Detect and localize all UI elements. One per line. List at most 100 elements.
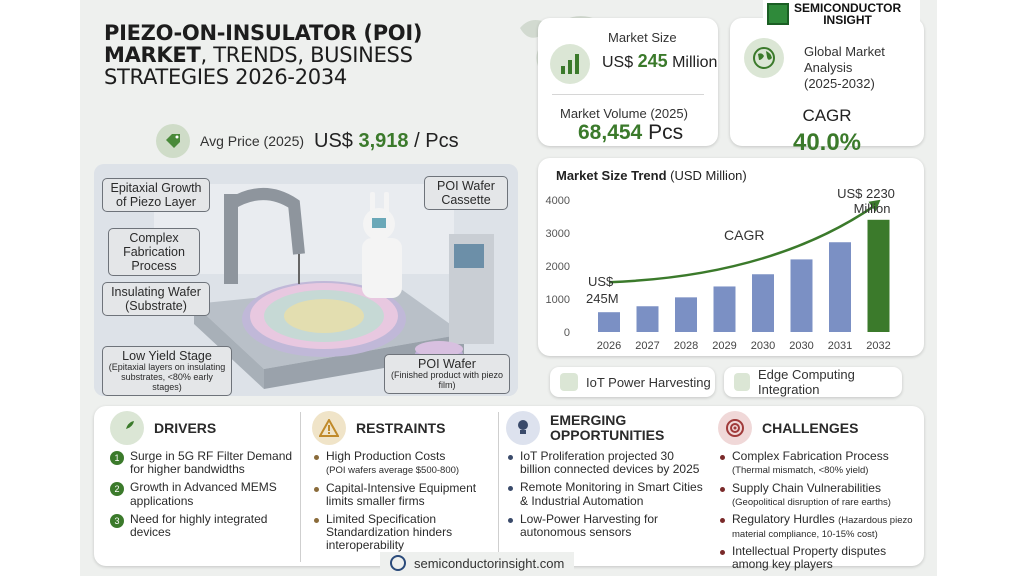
title-line-3: STRATEGIES 2026-2034	[104, 65, 347, 90]
x-tick-label: 2028	[674, 340, 698, 352]
chart-bar	[867, 219, 890, 332]
pill-edge: Edge Computing Integration	[724, 367, 902, 397]
label-epitaxial-line-2: of Piezo Layer	[116, 195, 196, 209]
market-size-suffix: Million	[672, 54, 718, 71]
driver-item: Surge in 5G RF Filter Demand for higher …	[110, 449, 295, 476]
restraints-column: RESTRAINTS High Production Costs (POI waf…	[312, 406, 492, 566]
challenge-item-1: Complex Fabrication Process	[732, 449, 889, 463]
global-line-3: (2025-2032)	[804, 75, 875, 91]
label-wafer-line-2: (Finished product with piezo film)	[390, 370, 504, 390]
x-tick-label: 2031	[828, 340, 852, 352]
challenge-item-2-note: (Geopolitical disruption of rare earths)	[732, 496, 891, 508]
title-line-1: PIEZO-ON-INSULATOR (POI)	[104, 21, 423, 45]
label-cassette-line-2: Cassette	[441, 193, 491, 207]
trend-title-unit: (USD Million)	[670, 168, 747, 183]
trend-title: Market Size Trend (USD Million)	[556, 168, 747, 183]
logo-line-1: SEMICONDUCTOR	[794, 1, 902, 15]
chart-bar	[752, 274, 774, 332]
label-insulating-line-2: (Substrate)	[125, 299, 187, 313]
avg-price-value: US$ 3,918 / Pcs	[314, 130, 459, 153]
driver-item: Growth in Advanced MEMS applications	[110, 481, 295, 507]
chip-logo-icon	[767, 3, 789, 25]
restraint-item: High Production Costs (POI wafers average…	[312, 449, 492, 477]
y-tick-label: 2000	[546, 261, 570, 273]
chip-icon	[734, 373, 751, 391]
opportunity-item: IoT Proliferation projected 30 billion c…	[506, 449, 706, 476]
label-cassette: POI Wafer Cassette	[424, 176, 508, 210]
opportunities-title-1: EMERGING	[550, 411, 627, 428]
pill-iot-label: IoT Power Harvesting	[586, 374, 711, 390]
brand-logo: SEMICONDUCTOR INSIGHT	[763, 0, 920, 28]
avg-price-number: 3,918	[358, 129, 409, 152]
title-market-word: MARKET	[104, 43, 201, 68]
end-value-label: US$ 2230	[837, 186, 895, 201]
chart-bar	[598, 312, 620, 332]
title-line-2: MARKET, TRENDS, BUSINESS	[104, 44, 434, 66]
price-tag-icon	[156, 124, 190, 158]
pill-edge-label: Edge Computing Integration	[758, 367, 855, 397]
restraint-item-1: High Production Costs	[326, 449, 446, 463]
label-complex-line-3: Process	[131, 259, 177, 273]
challenge-item-1-note: (Thermal mismatch, <80% yield)	[732, 465, 869, 477]
challenges-title: CHALLENGES	[762, 420, 859, 436]
market-size-chart: 0 1000 2000 3000 4000 2026 2027 2028 2029 2030 203…	[546, 186, 895, 352]
globe-icon	[744, 38, 784, 78]
footer-url[interactable]: semiconductorinsight.com	[414, 555, 565, 571]
restraint-item-1-note: (POI wafers average $500-800)	[326, 465, 460, 477]
bar-chart-icon	[550, 44, 590, 84]
label-insulating: Insulating Wafer (Substrate)	[102, 282, 210, 316]
start-value-label: US$	[588, 274, 614, 289]
cagr-chart-label: CAGR	[724, 227, 764, 243]
chart-bar	[790, 259, 813, 332]
avg-price: Avg Price (2025) US$ 3,918 / Pcs	[156, 124, 459, 158]
footer: semiconductorinsight.com	[380, 552, 575, 574]
market-volume-number: 68,454	[578, 121, 643, 144]
trend-title-bold: Market Size Trend	[556, 168, 667, 183]
pill-iot: IoT Power Harvesting	[550, 367, 715, 397]
cleanroom-scene	[94, 164, 518, 396]
cagr-trend-arrow	[608, 204, 876, 284]
globe-icon	[390, 555, 406, 571]
logo-line-2: INSIGHT	[823, 13, 872, 27]
market-volume-value: 68,454 Pcs	[578, 121, 683, 145]
challenge-item: Supply Chain Vulnerabilities (Geopolitica…	[718, 481, 914, 509]
arrow-head	[868, 199, 881, 212]
global-line-2: Analysis	[804, 59, 853, 75]
end-value-label: Million	[854, 201, 891, 216]
x-tick-label: 2026	[597, 340, 621, 352]
market-volume-suffix: Pcs	[648, 121, 684, 144]
label-insulating-line-1: Insulating Wafer	[111, 285, 201, 299]
avg-price-label: Avg Price (2025)	[200, 133, 305, 149]
chart-bar	[829, 242, 851, 332]
chart-bar	[636, 306, 659, 332]
wave-icon	[560, 373, 578, 391]
drivers-column: DRIVERS Surge in 5G RF Filter Demand for…	[110, 406, 295, 566]
driver-item: Need for highly integrated devices	[110, 512, 295, 539]
label-wafer-line-1: POI Wafer	[418, 357, 476, 371]
cagr-label: CAGR	[802, 106, 852, 125]
market-size-value: US$ 245 Million	[602, 51, 717, 72]
global-analysis-label: Global Market Analysis (2025-2032)	[804, 44, 885, 92]
challenge-item-3: Regulatory Hurdles	[732, 512, 835, 527]
challenge-item: Complex Fabrication Process (Thermal mism…	[718, 449, 914, 477]
y-tick-label: 4000	[546, 195, 570, 207]
column-divider	[300, 412, 301, 562]
opportunities-column: EMERGING OPPORTUNITIES IoT Proliferation…	[506, 406, 706, 566]
infographic: PIEZO-ON-INSULATOR (POI) MARKET, TRENDS,…	[80, 0, 937, 576]
title-line-2-rest: , TRENDS, BUSINESS	[200, 43, 413, 68]
divider	[552, 94, 704, 95]
restraint-item: Capital-Intensive Equipment limits small…	[312, 481, 492, 508]
label-yield-line-2: (Epitaxial layers on insulating	[108, 362, 226, 372]
y-tick-label: 1000	[546, 294, 570, 306]
label-low-yield: Low Yield Stage (Epitaxial layers on ins…	[102, 346, 232, 396]
lab-illustration: Epitaxial Growth of Piezo Layer Complex …	[94, 164, 518, 396]
rocket-icon	[110, 411, 144, 445]
label-complex-line-1: Complex	[129, 231, 179, 245]
label-epitaxial: Epitaxial Growth of Piezo Layer	[102, 178, 210, 212]
label-yield-line-3: substrates, <80% early stages)	[121, 371, 213, 392]
lightbulb-icon	[506, 411, 540, 445]
page-title: PIEZO-ON-INSULATOR (POI) MARKET, TRENDS,…	[104, 22, 434, 88]
challenge-item: Regulatory Hurdles (Hazardous piezo mate…	[718, 513, 914, 540]
label-yield-line-1: Low Yield Stage	[122, 349, 212, 363]
label-epitaxial-line-1: Epitaxial Growth	[110, 181, 202, 195]
